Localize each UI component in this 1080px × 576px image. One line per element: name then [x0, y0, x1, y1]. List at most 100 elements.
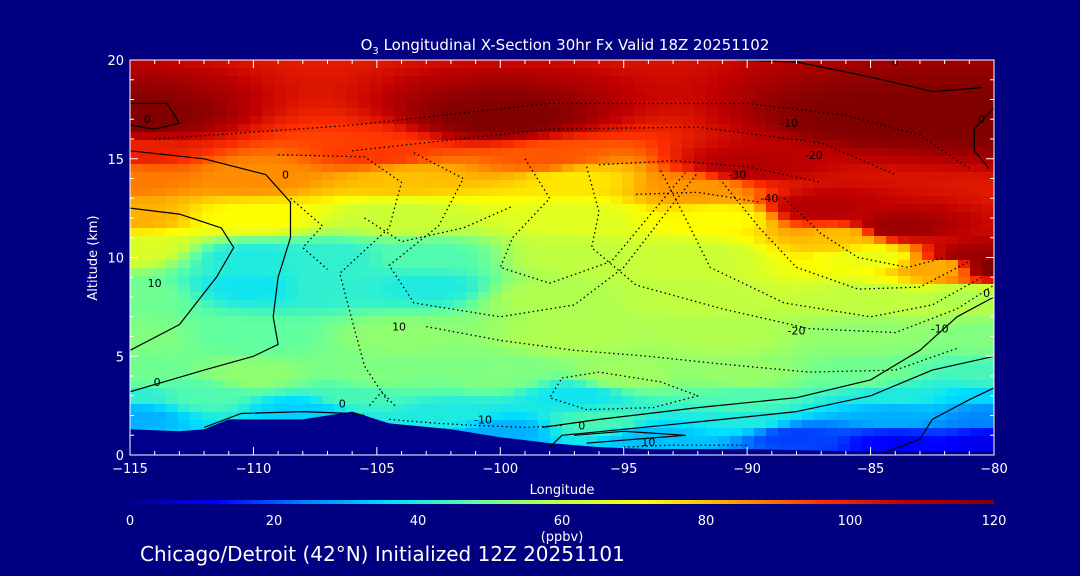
heatmap-cell — [442, 132, 455, 141]
heatmap-cell — [658, 340, 671, 349]
heatmap-cell — [754, 404, 767, 413]
heatmap-cell — [562, 396, 575, 405]
heatmap-cell — [598, 324, 611, 333]
heatmap-cell — [802, 148, 815, 157]
y-axis-title: Altitude (km) — [86, 215, 101, 300]
heatmap-cell — [454, 148, 467, 157]
heatmap-cell — [706, 316, 719, 325]
contour-line — [388, 152, 699, 318]
heatmap-cell — [394, 356, 407, 365]
heatmap-cell — [826, 140, 839, 149]
heatmap-cell — [274, 364, 287, 373]
heatmap-cell — [370, 124, 383, 133]
heatmap-cell — [778, 372, 791, 381]
heatmap-cell — [802, 356, 815, 365]
heatmap-cell — [346, 372, 359, 381]
heatmap-cell — [778, 412, 791, 421]
heatmap-cell — [910, 204, 923, 213]
heatmap-cell — [826, 100, 839, 109]
contour-label: 10 — [392, 321, 406, 334]
heatmap-cell — [718, 428, 731, 437]
heatmap-cell — [490, 300, 503, 309]
heatmap-cell — [634, 412, 647, 421]
heatmap-cell — [550, 268, 563, 277]
heatmap-cell — [850, 332, 863, 341]
heatmap-cell — [430, 348, 443, 357]
heatmap-cell — [550, 108, 563, 117]
heatmap-cell — [442, 244, 455, 253]
heatmap-cell — [490, 244, 503, 253]
heatmap-cell — [382, 308, 395, 317]
heatmap-cell — [586, 284, 599, 293]
heatmap-cell — [418, 84, 431, 93]
heatmap-cell — [262, 116, 275, 125]
heatmap-cell — [694, 276, 707, 285]
heatmap-cell — [790, 436, 803, 445]
heatmap-cell — [418, 404, 431, 413]
heatmap-cell — [454, 220, 467, 229]
heatmap-cell — [298, 212, 311, 221]
heatmap-cell — [826, 108, 839, 117]
heatmap-cell — [730, 356, 743, 365]
heatmap-cell — [694, 76, 707, 85]
heatmap-cell — [946, 372, 959, 381]
heatmap-cell — [754, 108, 767, 117]
heatmap-cell — [898, 428, 911, 437]
heatmap-cell — [646, 196, 659, 205]
heatmap-cell — [526, 388, 539, 397]
heatmap-cell — [922, 116, 935, 125]
heatmap-cell — [610, 228, 623, 237]
heatmap-cell — [898, 60, 911, 69]
heatmap-cell — [538, 332, 551, 341]
heatmap-cell — [370, 132, 383, 141]
heatmap-cell — [454, 108, 467, 117]
heatmap-cell — [130, 188, 143, 197]
heatmap-cell — [754, 92, 767, 101]
heatmap-cell — [862, 76, 875, 85]
heatmap-cell — [850, 148, 863, 157]
heatmap-cell — [514, 308, 527, 317]
heatmap-cell — [634, 444, 647, 453]
heatmap-cell — [370, 364, 383, 373]
heatmap-cell — [622, 292, 635, 301]
heatmap-cell — [346, 340, 359, 349]
heatmap-cell — [358, 284, 371, 293]
heatmap-cell — [430, 60, 443, 69]
heatmap-cell — [646, 276, 659, 285]
heatmap-cell — [298, 204, 311, 213]
heatmap-cell — [214, 364, 227, 373]
heatmap-cell — [586, 140, 599, 149]
heatmap-cell — [910, 68, 923, 77]
heatmap-cell — [910, 260, 923, 269]
heatmap-cell — [562, 204, 575, 213]
heatmap-cell — [802, 188, 815, 197]
heatmap-cell — [334, 348, 347, 357]
heatmap-cell — [970, 412, 983, 421]
heatmap-cell — [430, 236, 443, 245]
heatmap-cell — [274, 244, 287, 253]
heatmap-cell — [694, 436, 707, 445]
heatmap-cell — [322, 132, 335, 141]
heatmap-cell — [778, 404, 791, 413]
heatmap-cell — [202, 388, 215, 397]
heatmap-cell — [478, 324, 491, 333]
heatmap-cell — [814, 156, 827, 165]
heatmap-cell — [166, 404, 179, 413]
heatmap-cell — [382, 364, 395, 373]
heatmap-cell — [562, 364, 575, 373]
heatmap-cell — [586, 100, 599, 109]
heatmap-cell — [718, 220, 731, 229]
heatmap-cell — [466, 156, 479, 165]
heatmap-cell — [874, 356, 887, 365]
contour-label: 0 — [578, 419, 585, 432]
heatmap-cell — [202, 268, 215, 277]
heatmap-cell — [670, 116, 683, 125]
heatmap-cell — [946, 268, 959, 277]
heatmap-cell — [634, 76, 647, 85]
heatmap-cell — [706, 180, 719, 189]
heatmap-cell — [490, 68, 503, 77]
heatmap-cell — [454, 372, 467, 381]
heatmap-cell — [802, 68, 815, 77]
heatmap-cell — [730, 148, 743, 157]
heatmap-cell — [886, 364, 899, 373]
